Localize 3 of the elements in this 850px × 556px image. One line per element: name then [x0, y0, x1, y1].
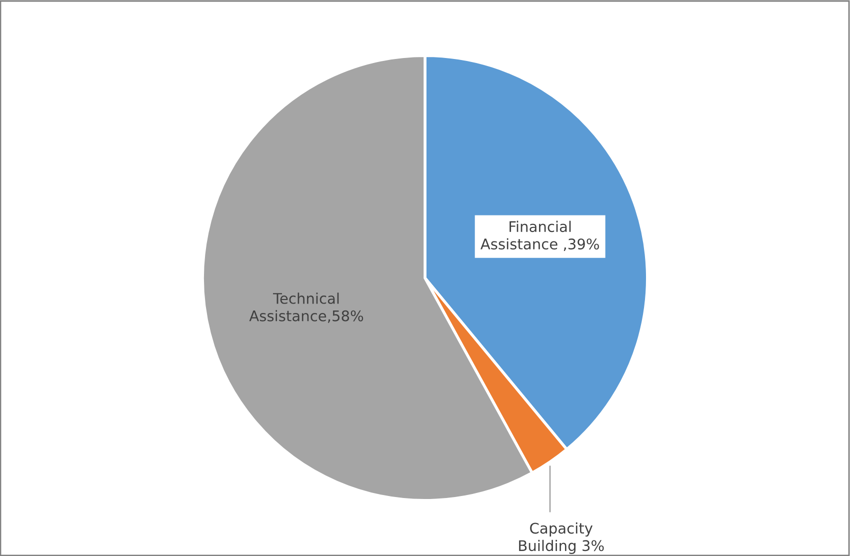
slice-label: Capacity Building 3%	[519, 522, 604, 554]
slice-label: Technical Assistance,58%	[249, 292, 364, 323]
slice-label: Financial Assistance ,39%	[480, 220, 599, 252]
